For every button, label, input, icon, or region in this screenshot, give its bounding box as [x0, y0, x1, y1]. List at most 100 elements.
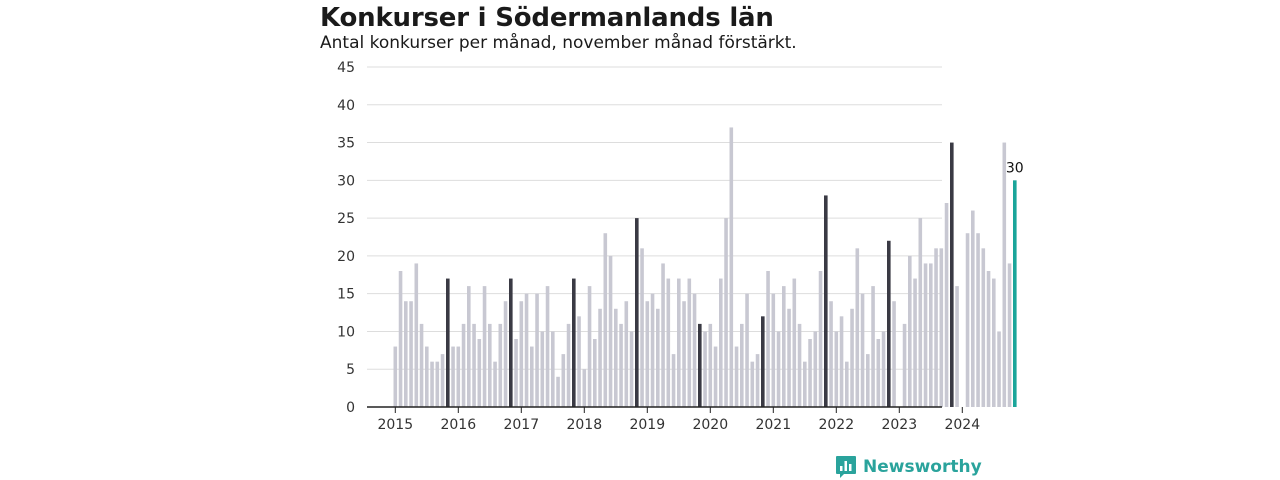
- y-tick-label: 20: [337, 249, 355, 265]
- bar: [404, 301, 408, 407]
- bar: [414, 263, 419, 407]
- bar: [782, 286, 786, 407]
- bar: [593, 339, 597, 407]
- chart-subtitle: Antal konkurser per månad, november måna…: [320, 33, 797, 53]
- bar: [845, 361, 849, 407]
- newsworthy-logo: Newsworthy: [835, 455, 982, 479]
- bar: [467, 286, 471, 407]
- bar: [787, 308, 791, 407]
- x-tick-label: 2016: [440, 417, 476, 433]
- x-tick-label: 2017: [503, 417, 539, 433]
- bar: [629, 331, 634, 407]
- bar: [577, 316, 581, 407]
- bar: [582, 369, 587, 407]
- bar: [855, 248, 860, 407]
- x-tick-label: 2015: [377, 417, 413, 433]
- bar: [797, 323, 802, 407]
- bar: [740, 323, 744, 407]
- bar: [771, 293, 776, 407]
- bar: [614, 308, 618, 407]
- bar: [682, 301, 686, 407]
- bar: [829, 301, 833, 407]
- y-tick-label: 15: [337, 287, 355, 303]
- y-axis-ticks: 0 5 10 15 20 25 30 35 40 45: [337, 60, 355, 416]
- bar: [545, 286, 550, 407]
- bar: [419, 323, 424, 407]
- bar: [703, 331, 707, 407]
- bar: [792, 278, 797, 407]
- bar: [834, 331, 839, 407]
- bar: [918, 218, 923, 407]
- bar: [666, 278, 671, 407]
- bar: [540, 331, 545, 407]
- bar: [561, 354, 566, 407]
- bar: [1007, 263, 1012, 407]
- bar: [692, 293, 697, 407]
- bar: [456, 346, 461, 407]
- bar: [913, 278, 917, 407]
- bar: [451, 346, 455, 407]
- bar-november: [446, 278, 450, 407]
- bar: [503, 301, 508, 407]
- bar: [850, 308, 854, 407]
- bar: [734, 346, 739, 407]
- bar-november: [509, 278, 513, 407]
- bar: [409, 301, 413, 407]
- bar-november: [635, 218, 639, 407]
- bar: [472, 323, 476, 407]
- bar: [435, 361, 440, 407]
- bar: [488, 323, 492, 407]
- bar: [608, 255, 613, 407]
- bar-latest: [1013, 180, 1017, 407]
- bar: [955, 286, 959, 407]
- bar: [519, 301, 524, 407]
- bar: [776, 331, 781, 407]
- bar: [645, 301, 650, 407]
- bar: [535, 293, 539, 407]
- bar: [687, 278, 692, 407]
- bar: [881, 331, 886, 407]
- data-label: 30: [1006, 160, 1024, 176]
- bar: [839, 316, 844, 407]
- bar: [640, 248, 644, 407]
- bar: [876, 339, 881, 407]
- bar: [587, 286, 592, 407]
- bar: [461, 323, 466, 407]
- bar-series: [393, 127, 1017, 407]
- bar: [619, 323, 623, 407]
- bar: [482, 286, 487, 407]
- chart-logo-icon: [836, 456, 856, 478]
- bar: [598, 308, 602, 407]
- bar-november: [572, 278, 576, 407]
- x-tick-label: 2019: [629, 417, 665, 433]
- bar: [939, 248, 944, 407]
- x-tick-label: 2022: [818, 417, 854, 433]
- bar: [986, 271, 991, 407]
- bar: [729, 127, 734, 407]
- bar: [934, 248, 938, 407]
- bar: [514, 339, 518, 407]
- chart-title: Konkurser i Södermanlands län: [320, 3, 774, 33]
- y-tick-label: 40: [337, 98, 355, 114]
- brand-name: Newsworthy: [863, 457, 982, 477]
- bar: [997, 331, 1001, 407]
- bar: [892, 301, 896, 407]
- bar-november: [761, 316, 765, 407]
- bar: [530, 346, 534, 407]
- bar: [818, 271, 823, 407]
- bar: [981, 248, 986, 407]
- y-tick-label: 45: [337, 60, 355, 76]
- bar: [724, 218, 728, 407]
- bar-november: [887, 240, 891, 407]
- x-tick-label: 2018: [566, 417, 602, 433]
- x-tick-label: 2020: [692, 417, 728, 433]
- bar: [750, 361, 755, 407]
- bar: [860, 293, 865, 407]
- bar: [440, 354, 445, 407]
- bar-november: [698, 323, 702, 407]
- bar: [766, 271, 770, 407]
- bar: [393, 346, 398, 407]
- bar: [624, 301, 629, 407]
- bar: [745, 293, 749, 407]
